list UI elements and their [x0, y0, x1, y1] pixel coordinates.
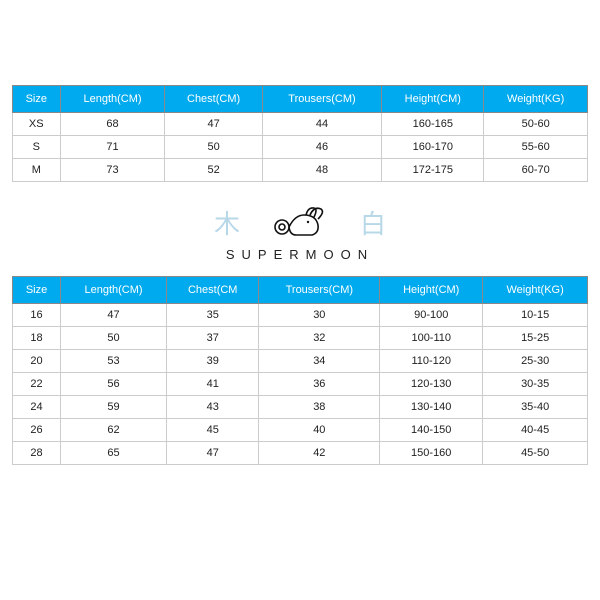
- cell: 30: [259, 304, 380, 327]
- cell: 37: [167, 327, 259, 350]
- cell: 28: [13, 442, 61, 465]
- cell: 38: [259, 396, 380, 419]
- col-height: Height(CM): [382, 86, 484, 113]
- table-row: 1647353090-10010-15: [13, 304, 588, 327]
- cell: 62: [61, 419, 167, 442]
- cell: 46: [262, 136, 382, 159]
- cell: 42: [259, 442, 380, 465]
- cell: 150-160: [380, 442, 483, 465]
- cell: 172-175: [382, 159, 484, 182]
- col-chest: Chest(CM: [167, 277, 259, 304]
- cell: 48: [262, 159, 382, 182]
- size-table-adult: Size Length(CM) Chest(CM) Trousers(CM) H…: [12, 85, 588, 182]
- col-chest: Chest(CM): [165, 86, 262, 113]
- cell: 16: [13, 304, 61, 327]
- cell: 73: [60, 159, 165, 182]
- cell: 15-25: [483, 327, 588, 350]
- table-row: 20533934110-12025-30: [13, 350, 588, 373]
- cell: 52: [165, 159, 262, 182]
- table-row: 18503732100-11015-25: [13, 327, 588, 350]
- cell: 59: [61, 396, 167, 419]
- cell: 68: [60, 113, 165, 136]
- table-header-row: Size Length(CM) Chest(CM) Trousers(CM) H…: [13, 86, 588, 113]
- cell: 60-70: [484, 159, 588, 182]
- cell: 47: [167, 442, 259, 465]
- cell: 90-100: [380, 304, 483, 327]
- col-size: Size: [13, 277, 61, 304]
- cell: 65: [61, 442, 167, 465]
- cell: 45: [167, 419, 259, 442]
- rabbit-icon: [268, 205, 332, 241]
- col-weight: Weight(KG): [484, 86, 588, 113]
- cell: 140-150: [380, 419, 483, 442]
- cell: 26: [13, 419, 61, 442]
- cell: 130-140: [380, 396, 483, 419]
- table-header-row: Size Length(CM) Chest(CM Trousers(CM) He…: [13, 277, 588, 304]
- col-trousers: Trousers(CM): [262, 86, 382, 113]
- brand-name: SUPERMOON: [12, 247, 588, 262]
- col-weight: Weight(KG): [483, 277, 588, 304]
- cell: 35-40: [483, 396, 588, 419]
- table-row: 28654742150-16045-50: [13, 442, 588, 465]
- cell: XS: [13, 113, 61, 136]
- cell: 32: [259, 327, 380, 350]
- col-height: Height(CM): [380, 277, 483, 304]
- cell: 50-60: [484, 113, 588, 136]
- cell: 50: [165, 136, 262, 159]
- cell: 39: [167, 350, 259, 373]
- cell: 160-165: [382, 113, 484, 136]
- logo-left-char: 木: [214, 204, 240, 241]
- cell: 120-130: [380, 373, 483, 396]
- cell: 30-35: [483, 373, 588, 396]
- col-length: Length(CM): [61, 277, 167, 304]
- cell: M: [13, 159, 61, 182]
- table-row: 22564136120-13030-35: [13, 373, 588, 396]
- cell: 18: [13, 327, 61, 350]
- cell: S: [13, 136, 61, 159]
- cell: 25-30: [483, 350, 588, 373]
- cell: 55-60: [484, 136, 588, 159]
- table-row: 24594338130-14035-40: [13, 396, 588, 419]
- cell: 47: [61, 304, 167, 327]
- logo-right-char: 白: [360, 204, 386, 241]
- cell: 20: [13, 350, 61, 373]
- cell: 50: [61, 327, 167, 350]
- cell: 56: [61, 373, 167, 396]
- cell: 71: [60, 136, 165, 159]
- cell: 45-50: [483, 442, 588, 465]
- col-trousers: Trousers(CM): [259, 277, 380, 304]
- cell: 40-45: [483, 419, 588, 442]
- cell: 35: [167, 304, 259, 327]
- cell: 41: [167, 373, 259, 396]
- cell: 24: [13, 396, 61, 419]
- cell: 47: [165, 113, 262, 136]
- table-row: M735248172-17560-70: [13, 159, 588, 182]
- cell: 110-120: [380, 350, 483, 373]
- cell: 36: [259, 373, 380, 396]
- cell: 40: [259, 419, 380, 442]
- cell: 53: [61, 350, 167, 373]
- size-table-kids: Size Length(CM) Chest(CM Trousers(CM) He…: [12, 276, 588, 465]
- col-size: Size: [13, 86, 61, 113]
- table-row: XS684744160-16550-60: [13, 113, 588, 136]
- cell: 22: [13, 373, 61, 396]
- cell: 44: [262, 113, 382, 136]
- brand-logo: 木 白 SUPERMOON: [12, 182, 588, 276]
- cell: 34: [259, 350, 380, 373]
- cell: 10-15: [483, 304, 588, 327]
- table-row: S715046160-17055-60: [13, 136, 588, 159]
- col-length: Length(CM): [60, 86, 165, 113]
- cell: 43: [167, 396, 259, 419]
- cell: 160-170: [382, 136, 484, 159]
- cell: 100-110: [380, 327, 483, 350]
- table-row: 26624540140-15040-45: [13, 419, 588, 442]
